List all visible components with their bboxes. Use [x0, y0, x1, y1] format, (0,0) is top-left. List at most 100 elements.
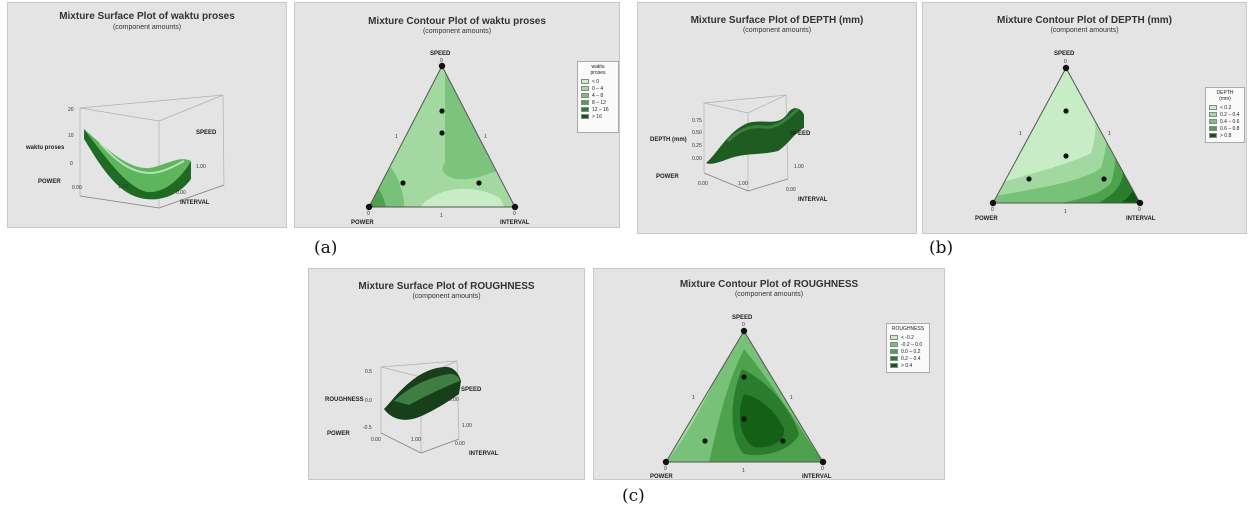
legend-item: 12 – 16 — [581, 106, 615, 113]
vertex-label-left: POWER — [351, 220, 374, 226]
interval-tick: 0.00 — [786, 187, 796, 193]
vertex-label-right: INTERVAL — [802, 474, 832, 480]
chart-subtitle: (component amounts) — [742, 27, 812, 34]
design-point — [780, 438, 786, 444]
vertex-label-left: POWER — [650, 474, 673, 480]
middle-tick: 1.00 — [738, 181, 748, 187]
design-point — [741, 374, 747, 380]
z-tick: 0.25 — [692, 143, 702, 149]
caption-b: (b) — [929, 238, 954, 258]
legend-item: > 0.8 — [1209, 132, 1241, 139]
design-point — [1136, 199, 1144, 207]
power-tick: 0.00 — [698, 181, 708, 187]
contour-plot-b: Mixture Contour Plot of DEPTH (mm) (comp… — [922, 2, 1247, 234]
surface-plot-svg: waktu proses 20 10 0 POWER 0.00 1.00 0.0… — [25, 94, 225, 209]
contour-plot-a: Mixture Contour Plot of waktu proses (co… — [294, 2, 620, 228]
legend-title: waktu proses — [590, 64, 606, 76]
legend-item: 4 – 8 — [581, 92, 615, 99]
middle-tick: 1.00 — [118, 184, 128, 190]
design-point — [989, 199, 997, 207]
contour-plot-svg: SPEED 0 POWER 0 INTERVAL 0 1 1 1 — [351, 51, 530, 226]
design-point — [819, 458, 827, 466]
z-axis-label: waktu proses — [25, 145, 65, 151]
surface-plot-svg: DEPTH (mm) 0.75 0.50 0.25 0.00 POWER 0.0… — [650, 94, 828, 203]
design-point — [439, 130, 445, 136]
vertex-tick-left: 0 — [991, 207, 994, 213]
caption-a: (a) — [314, 238, 338, 258]
legend-item: 0.6 – 0.8 — [1209, 125, 1241, 132]
edge-tick-left: 1 — [1019, 131, 1022, 137]
interval-axis-label: INTERVAL — [798, 197, 828, 203]
surface-plot-b: Mixture Surface Plot of DEPTH (mm) (comp… — [637, 2, 917, 234]
vertex-tick-left: 0 — [664, 466, 667, 472]
contour-plot-svg: SPEED 0 POWER 0 INTERVAL 0 1 1 1 — [975, 51, 1156, 222]
design-point — [438, 62, 446, 70]
design-point — [511, 203, 519, 211]
legend-title: DEPTH (mm) — [1216, 90, 1234, 102]
z-tick: -0.5 — [363, 425, 372, 431]
vertex-tick-top: 0 — [742, 322, 745, 328]
power-tick: 0.00 — [72, 185, 82, 191]
power-axis-label: POWER — [327, 431, 350, 437]
vertex-label-right: INTERVAL — [500, 220, 530, 226]
legend-item: > 0.4 — [890, 362, 926, 369]
vertex-tick-right: 0 — [1138, 207, 1141, 213]
speed-axis-label: SPEED — [790, 131, 811, 137]
z-tick: 0.5 — [365, 369, 372, 375]
vertex-tick-top: 0 — [1064, 59, 1067, 65]
side-tick: 1.00 — [462, 423, 472, 429]
design-point — [702, 438, 708, 444]
design-point — [662, 458, 670, 466]
z-tick: 0 — [70, 161, 73, 167]
chart-title: Mixture Surface Plot of DEPTH (mm) — [690, 15, 864, 26]
design-point — [741, 416, 747, 422]
z-tick: 0.50 — [692, 130, 702, 136]
vertex-label-left: POWER — [975, 216, 998, 222]
chart-subtitle: (component amounts) — [734, 291, 804, 298]
legend: waktu proses < 0 0 – 4 4 – 8 8 – 12 12 –… — [577, 61, 619, 133]
legend: ROUGHNESS < -0.2 -0.2 – 0.0 0.0 – 0.2 0.… — [886, 323, 930, 373]
design-point — [400, 180, 406, 186]
legend-item: < 0.2 — [1209, 104, 1241, 111]
chart-title: Mixture Surface Plot of ROUGHNESS — [358, 281, 535, 292]
z-tick: 0.00 — [692, 156, 702, 162]
vertex-label-top: SPEED — [732, 315, 753, 321]
interval-axis-label: INTERVAL — [180, 200, 210, 206]
z-axis-label: ROUGHNESS — [325, 397, 364, 403]
legend: DEPTH (mm) < 0.2 0.2 – 0.4 0.4 – 0.6 0.6… — [1205, 87, 1245, 143]
middle-tick: 1.00 — [411, 437, 421, 443]
legend-item: > 16 — [581, 113, 615, 120]
side-tick: 1.00 — [196, 164, 206, 170]
chart-subtitle: (component amounts) — [112, 24, 182, 31]
design-point — [1063, 108, 1069, 114]
chart-subtitle: (component amounts) — [422, 28, 492, 35]
legend-item: 0.0 – 0.2 — [890, 348, 926, 355]
edge-tick-bottom: 1 — [1064, 209, 1067, 215]
side-tick-top: 0.00 — [449, 397, 459, 403]
legend-item: -0.2 – 0.0 — [890, 341, 926, 348]
legend-item: 0.2 – 0.4 — [1209, 111, 1241, 118]
vertex-label-top: SPEED — [1054, 51, 1075, 57]
chart-title: Mixture Contour Plot of DEPTH (mm) — [997, 15, 1172, 26]
vertex-tick-left: 0 — [367, 211, 370, 217]
vertex-tick-right: 0 — [821, 466, 824, 472]
edge-tick-right: 1 — [790, 395, 793, 401]
design-point — [476, 180, 482, 186]
vertex-label-right: INTERVAL — [1126, 216, 1156, 222]
surface-plot-svg: ROUGHNESS 0.5 0.0 -0.5 POWER 0.00 1.00 0… — [325, 360, 499, 457]
edge-tick-right: 1 — [484, 134, 487, 140]
design-point — [1026, 176, 1032, 182]
vertex-label-top: SPEED — [430, 51, 451, 57]
surface-plot-c: Mixture Surface Plot of ROUGHNESS (compo… — [308, 268, 585, 480]
legend-item: < -0.2 — [890, 334, 926, 341]
z-tick: 20 — [68, 107, 74, 113]
vertex-tick-right: 0 — [513, 211, 516, 217]
speed-axis-label: SPEED — [196, 130, 217, 136]
chart-title: Mixture Surface Plot of waktu proses — [59, 11, 235, 22]
power-axis-label: POWER — [38, 179, 61, 185]
z-tick: 0.0 — [365, 398, 372, 404]
design-point — [439, 108, 445, 114]
legend-item: 8 – 12 — [581, 99, 615, 106]
z-tick: 0.75 — [692, 118, 702, 124]
interval-axis-label: INTERVAL — [469, 451, 499, 457]
